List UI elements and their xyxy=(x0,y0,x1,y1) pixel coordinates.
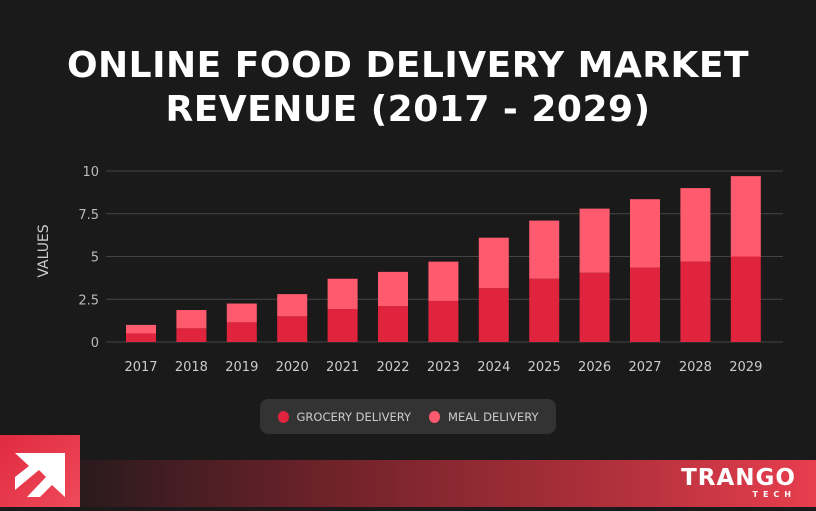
bar-grocery-2022[interactable] xyxy=(378,306,408,342)
bar-grocery-2018[interactable] xyxy=(176,328,207,342)
legend-item-meal[interactable]: MEAL DELIVERY xyxy=(429,410,538,424)
x-tick-label: 2020 xyxy=(276,360,309,375)
y-tick-label: 7.5 xyxy=(78,208,99,223)
bar-meal-2028[interactable] xyxy=(680,188,711,262)
x-tick-label: 2021 xyxy=(326,360,359,375)
arrow-logo-icon xyxy=(15,453,65,497)
x-tick-label: 2022 xyxy=(376,360,409,375)
brand-logo: TRANGO TECH xyxy=(681,466,796,499)
legend: GROCERY DELIVERY MEAL DELIVERY xyxy=(260,399,556,434)
bar-meal-2020[interactable] xyxy=(277,294,308,317)
x-tick-label: 2029 xyxy=(729,360,762,375)
bar-meal-2025[interactable] xyxy=(529,220,560,279)
bar-meal-2024[interactable] xyxy=(478,237,509,289)
bar-meal-2029[interactable] xyxy=(730,176,761,257)
legend-item-grocery[interactable]: GROCERY DELIVERY xyxy=(277,409,412,424)
y-tick-label: 0 xyxy=(91,336,99,351)
footer-band xyxy=(0,460,816,507)
x-tick-label: 2019 xyxy=(225,360,258,375)
bar-meal-2022[interactable] xyxy=(378,271,408,307)
bar-meal-2021[interactable] xyxy=(327,278,358,309)
y-tick-label: 5 xyxy=(91,251,99,266)
x-tick-label: 2028 xyxy=(679,360,712,375)
chart-title: ONLINE FOOD DELIVERY MARKET REVENUE (201… xyxy=(66,45,750,130)
bar-grocery-2025[interactable] xyxy=(529,278,560,342)
y-axis-label: VALUES xyxy=(36,224,52,277)
bar-grocery-2026[interactable] xyxy=(579,272,610,342)
bar-grocery-2017[interactable] xyxy=(126,333,156,342)
bar-meal-2019[interactable] xyxy=(226,303,257,323)
chart-plot: VALUES 0 2.5 5 7.5 10 2017 2018 2019 2020 2021 202… xyxy=(36,165,783,375)
bar-meal-2018[interactable] xyxy=(176,310,207,329)
bar-grocery-2019[interactable] xyxy=(226,322,257,342)
x-tick-label: 2023 xyxy=(427,360,460,375)
y-tick-label: 10 xyxy=(82,165,99,180)
meal-dot-icon xyxy=(429,410,441,423)
x-tick-label: 2027 xyxy=(628,360,661,375)
x-tick-label: 2017 xyxy=(124,360,157,375)
bar-grocery-2029[interactable] xyxy=(730,256,761,343)
brand-name: TRANGO xyxy=(681,465,796,491)
legend-label-meal: MEAL DELIVERY xyxy=(448,409,539,424)
bar-grocery-2023[interactable] xyxy=(428,300,459,342)
grocery-dot-icon xyxy=(277,410,289,423)
y-tick-label: 2.5 xyxy=(78,293,99,308)
bar-meal-2027[interactable] xyxy=(630,199,660,268)
bar-meal-2026[interactable] xyxy=(579,208,610,273)
logo-badge xyxy=(0,435,80,507)
x-tick-label: 2025 xyxy=(528,360,561,375)
x-tick-label: 2024 xyxy=(477,360,510,375)
bar-meal-2023[interactable] xyxy=(428,261,459,301)
bar-meal-2017[interactable] xyxy=(126,324,156,334)
bar-grocery-2027[interactable] xyxy=(630,267,660,342)
brand-sub: TECH xyxy=(752,490,796,499)
x-tick-label: 2018 xyxy=(175,360,208,375)
x-tick-label: 2026 xyxy=(578,360,611,375)
bar-grocery-2021[interactable] xyxy=(327,308,358,342)
bar-grocery-2024[interactable] xyxy=(478,288,509,342)
bar-grocery-2020[interactable] xyxy=(277,316,308,342)
bar-grocery-2028[interactable] xyxy=(680,261,711,342)
legend-label-grocery: GROCERY DELIVERY xyxy=(296,409,412,424)
